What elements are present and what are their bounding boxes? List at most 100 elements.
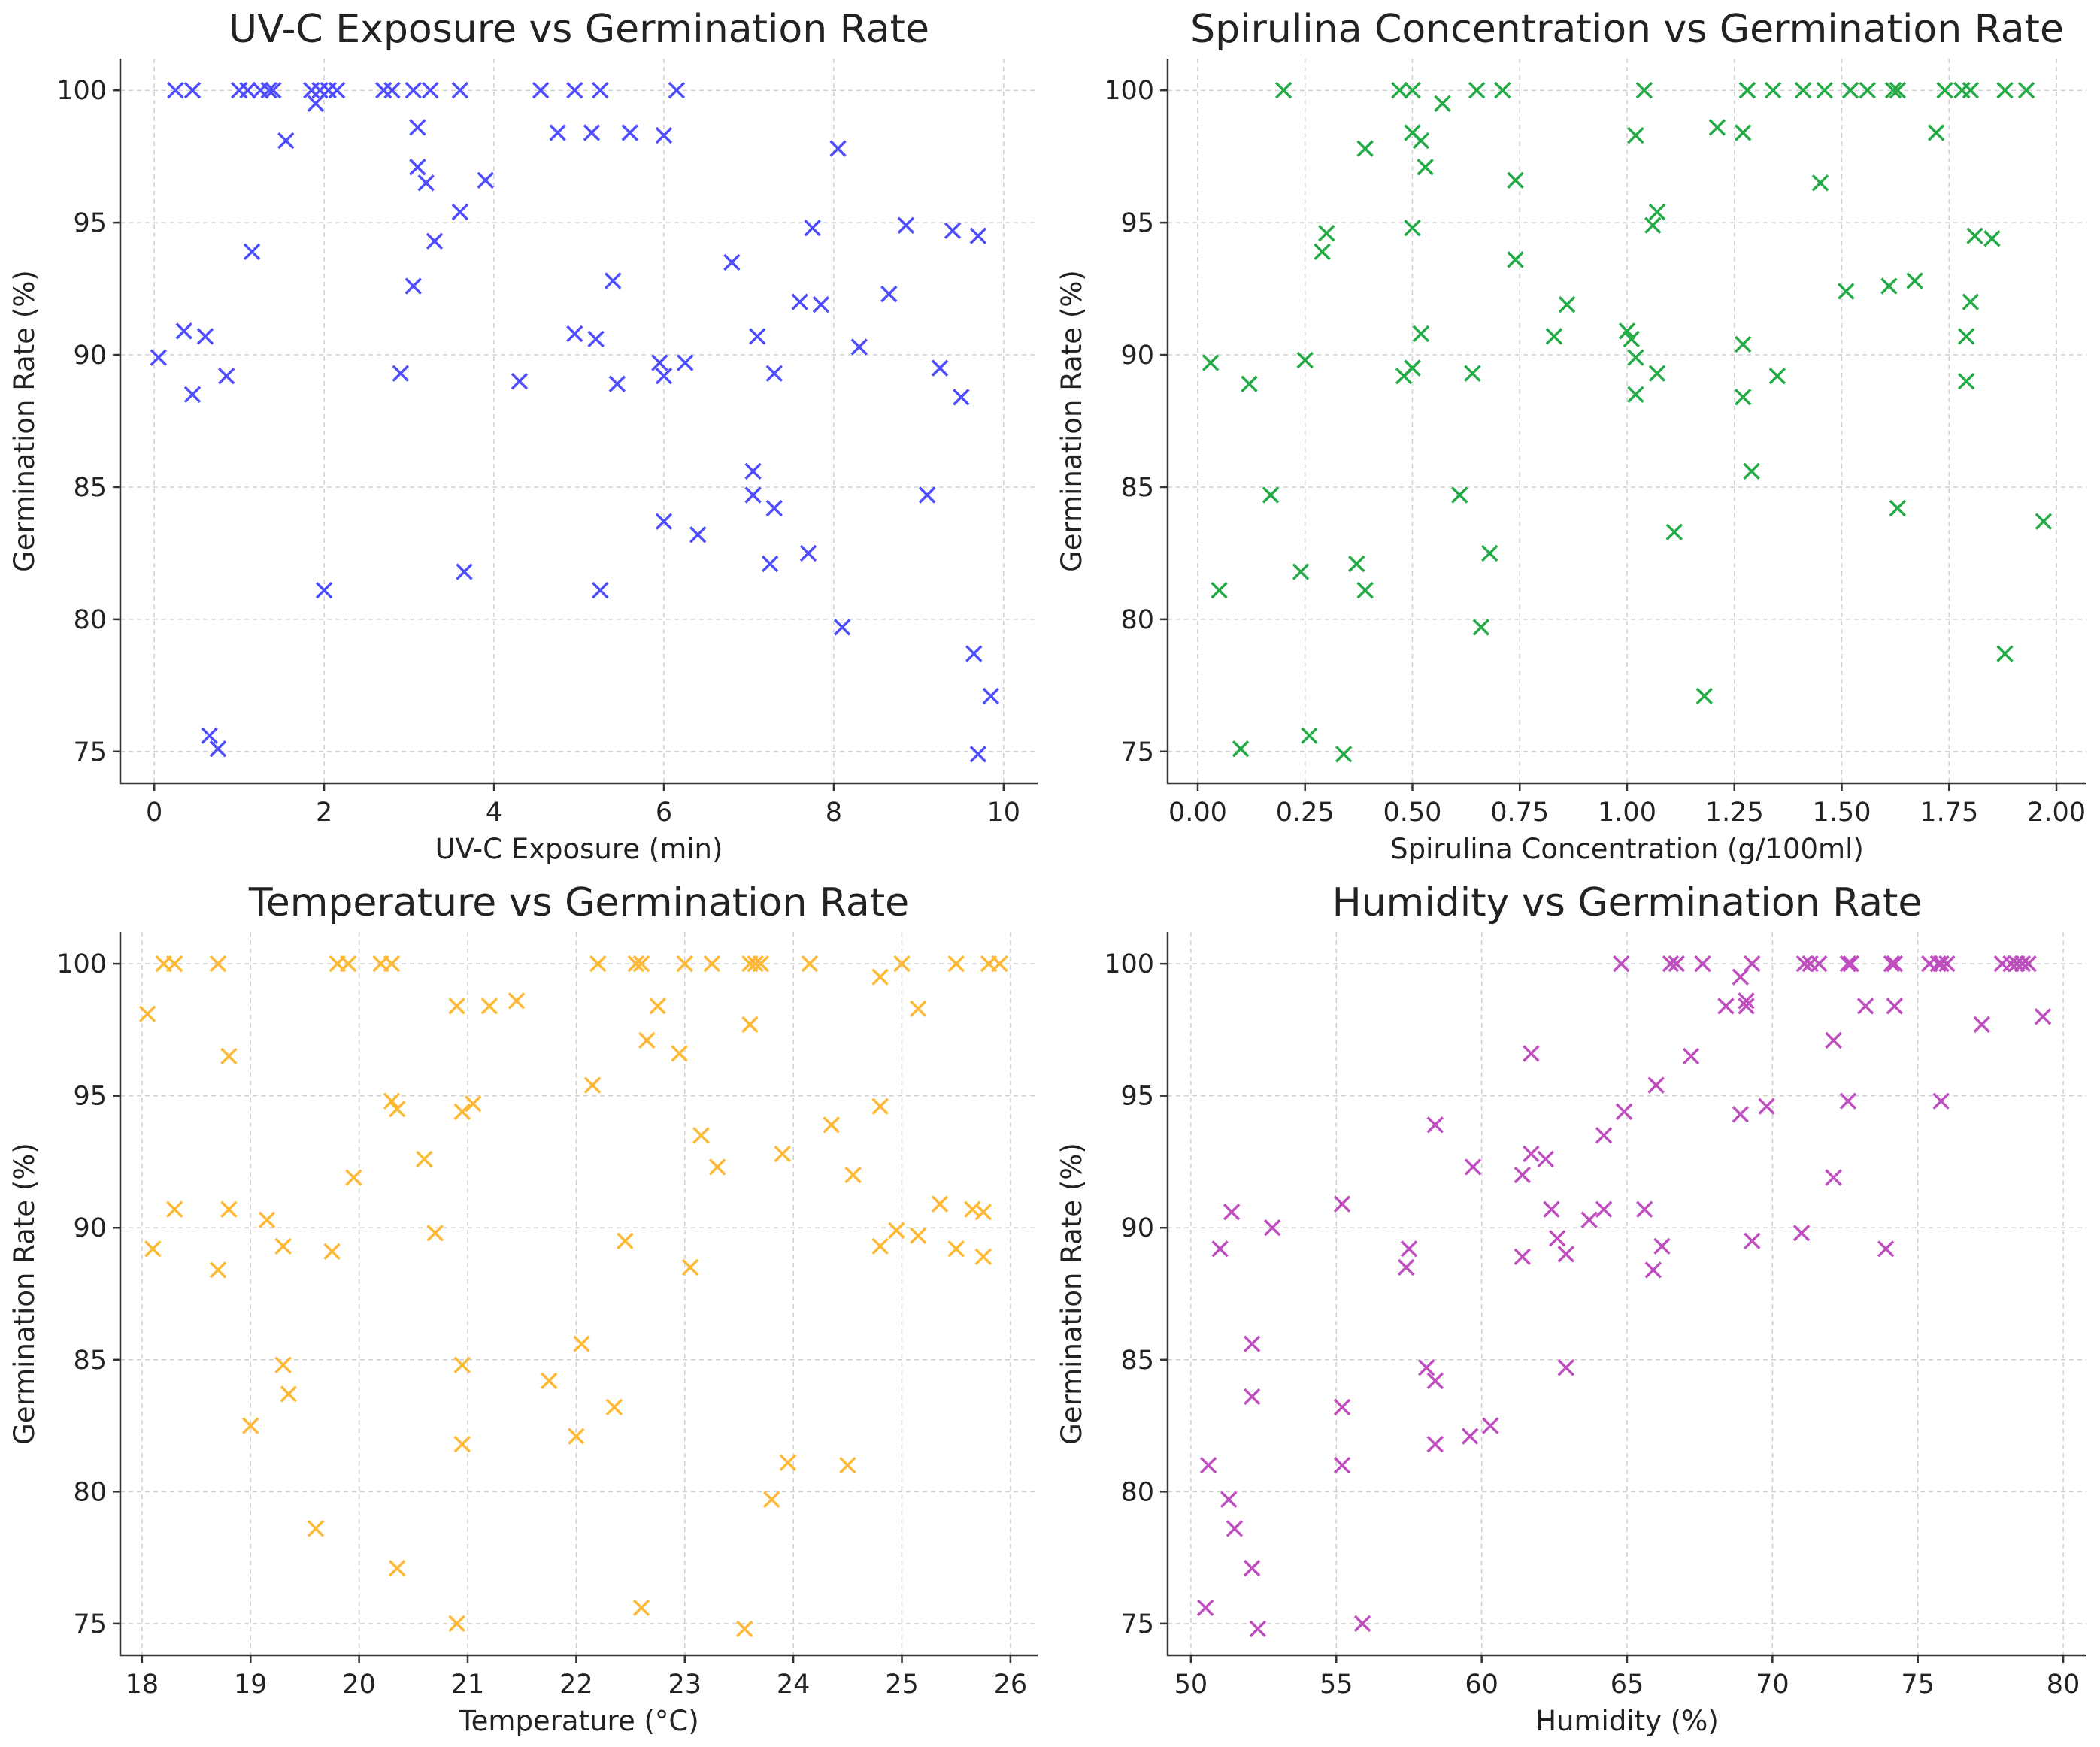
humidity-x-tick-label: 70: [1756, 1670, 1789, 1700]
spirulina-data-point: [1412, 132, 1430, 150]
spirulina-data-point: [1335, 746, 1353, 763]
spirulina-x-tick-label: 2.00: [2027, 798, 2086, 828]
humidity-data-point: [1644, 1261, 1662, 1279]
spirulina-data-point: [1962, 82, 1980, 99]
spirulina-data-point: [1880, 277, 1898, 295]
temperature-data-point: [974, 1248, 992, 1266]
temperature-data-point: [763, 1491, 780, 1509]
spirulina-data-point: [1635, 82, 1653, 99]
humidity-data-point: [1792, 1225, 1811, 1242]
uvc-x-tick-label: 0: [146, 798, 162, 828]
temperature-data-point: [779, 1454, 797, 1471]
uvc-data-point: [451, 203, 469, 221]
temperature-data-point: [741, 1016, 759, 1034]
humidity-y-tick-label: 90: [1120, 1213, 1154, 1243]
spirulina-data-point: [1507, 171, 1524, 189]
spirulina-data-point: [1292, 563, 1310, 580]
uvc-data-point: [209, 740, 227, 758]
uvc-y-tick-label: 85: [73, 473, 107, 503]
temperature-chart-title: Temperature vs Germination Rate: [248, 880, 909, 925]
humidity-x-tick-label: 60: [1465, 1670, 1498, 1700]
temperature-data-point: [823, 1116, 840, 1134]
temperature-data-point: [453, 1103, 471, 1120]
humidity-data-point: [1825, 1031, 1842, 1049]
temperature-data-point: [453, 1435, 471, 1453]
temperature-data-point: [165, 1200, 183, 1218]
spirulina-data-point: [1734, 389, 1752, 406]
temperature-y-axis-label: Germination Rate (%): [8, 1143, 41, 1445]
temperature-data-point: [209, 1261, 227, 1279]
temperature-data-point: [220, 1200, 238, 1218]
uvc-y-axis-label: Germination Rate (%): [8, 270, 41, 572]
temperature-data-point: [508, 992, 526, 1010]
spirulina-x-tick-label: 1.25: [1705, 798, 1764, 828]
humidity-data-point: [2034, 1008, 2052, 1025]
uvc-data-point: [167, 82, 184, 99]
uvc-x-tick-label: 4: [486, 798, 502, 828]
temperature-data-point: [480, 998, 498, 1015]
spirulina-data-point: [1734, 124, 1752, 141]
temperature-data-point: [605, 1398, 623, 1416]
uvc-data-point: [651, 354, 668, 371]
temperature-data-point: [632, 1599, 650, 1617]
spirulina-data-point: [1356, 140, 1374, 157]
temperature-data-point: [708, 1158, 726, 1176]
uvc-x-tick-label: 8: [826, 798, 842, 828]
uvc-data-point: [833, 619, 851, 636]
spirulina-data-point: [1274, 82, 1292, 99]
temperature-data-point: [893, 955, 911, 973]
temperature-data-point: [752, 955, 770, 973]
humidity-data-point: [1249, 1620, 1267, 1638]
uvc-y-tick-label: 90: [73, 341, 107, 371]
temperature-data-point: [801, 955, 819, 973]
spirulina-data-point: [1464, 365, 1481, 382]
uvc-data-point: [218, 367, 235, 385]
humidity-data-point: [1717, 998, 1735, 1015]
humidity-data-point: [2014, 955, 2032, 973]
spirulina-data-point: [1962, 293, 1980, 310]
temperature-y-tick-label: 85: [73, 1346, 107, 1376]
humidity-data-point: [1732, 968, 1750, 986]
spirulina-y-tick-label: 85: [1120, 473, 1154, 503]
uvc-data-point: [850, 338, 868, 356]
humidity-data-point: [1400, 1240, 1418, 1258]
humidity-data-point: [1839, 955, 1857, 973]
uvc-data-point: [307, 95, 325, 113]
spirulina-data-point: [1708, 119, 1726, 136]
humidity-data-point: [1877, 1240, 1895, 1258]
uvc-axes-spine: [119, 59, 1038, 785]
temperature-data-point: [839, 1457, 856, 1474]
spirulina-data-point: [1768, 367, 1786, 385]
spirulina-data-point: [1966, 227, 1983, 244]
spirulina-data-point: [1412, 325, 1430, 343]
temperature-data-point: [209, 955, 227, 973]
uvc-data-point: [765, 499, 783, 517]
uvc-y-tick-label: 75: [73, 737, 107, 768]
spirulina-data-point: [1841, 82, 1859, 99]
humidity-data-point: [1668, 955, 1685, 973]
temperature-data-point: [947, 955, 965, 973]
spirulina-data-point: [1648, 365, 1666, 382]
temperature-data-point: [388, 1559, 406, 1577]
humidity-data-point: [2020, 955, 2037, 973]
spirulina-data-point: [1434, 95, 1451, 113]
uvc-data-point: [982, 687, 1000, 705]
uvc-data-point: [426, 232, 444, 250]
uvc-x-axis-label: UV-C Exposure (min): [435, 833, 723, 865]
humidity-data-point: [1613, 955, 1630, 973]
temperature-data-point: [931, 1195, 949, 1213]
humidity-data-point: [1653, 1237, 1671, 1255]
temperature-data-point: [388, 1101, 406, 1118]
humidity-data-point: [1333, 1457, 1351, 1474]
humidity-axes-spine: [1166, 932, 2086, 1657]
spirulina-data-point: [1296, 351, 1314, 369]
spirulina-data-point: [2017, 82, 2035, 99]
temperature-data-point: [345, 1169, 362, 1186]
temperature-data-point: [465, 1095, 482, 1113]
humidity-data-point: [1825, 1169, 1842, 1186]
spirulina-chart-title: Spirulina Concentration vs Germination R…: [1190, 7, 2064, 52]
uvc-data-point: [183, 386, 202, 404]
spirulina-data-point: [1472, 619, 1490, 636]
